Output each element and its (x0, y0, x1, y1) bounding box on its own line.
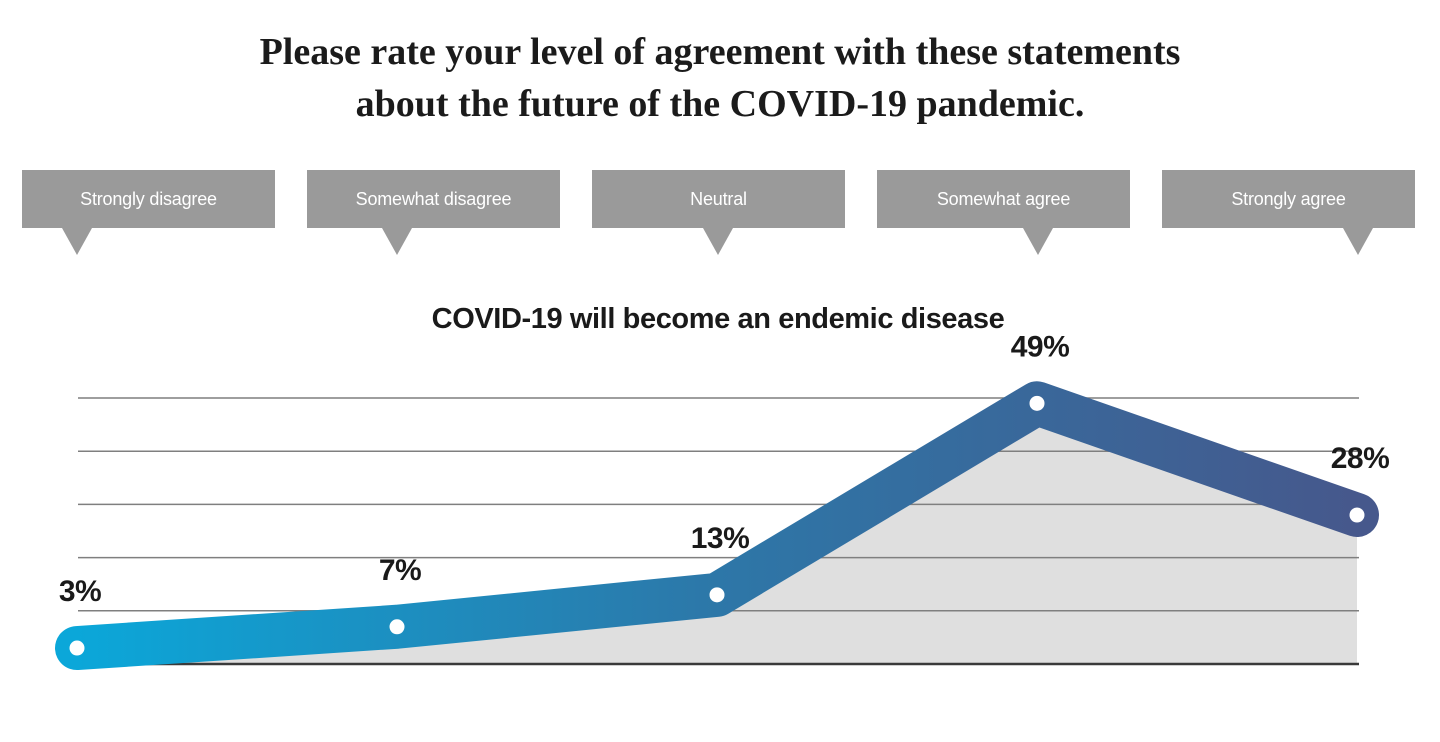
pointer-down-icon (703, 228, 733, 255)
scale-box-strongly-agree: Strongly agree (1162, 170, 1415, 255)
data-value-label: 49% (1011, 330, 1070, 363)
pointer-down-icon (1343, 228, 1373, 255)
data-point-marker (1349, 507, 1365, 523)
pointer-down-icon (62, 228, 92, 255)
data-value-label: 13% (691, 522, 750, 555)
scale-label: Somewhat agree (936, 189, 1071, 209)
scale-label: Neutral (690, 189, 747, 209)
scale-box-somewhat-agree: Somewhat agree (877, 170, 1130, 255)
scale-box-somewhat-disagree: Somewhat disagree (307, 170, 560, 255)
area-fill (77, 403, 1357, 664)
data-value-label: 28% (1331, 442, 1390, 475)
scale-label: Somewhat disagree (355, 189, 512, 209)
data-value-label: 3% (59, 575, 101, 608)
scale-label: Strongly disagree (80, 189, 217, 209)
data-point-marker (69, 640, 85, 656)
page-title-line1: Please rate your level of agreement with… (259, 31, 1181, 73)
page-title-line2: about the future of the COVID-19 pandemi… (355, 83, 1085, 125)
scale-label: Strongly agree (1231, 189, 1346, 209)
data-point-marker (389, 619, 405, 635)
page-title: Please rate your level of agreement with… (0, 26, 1440, 130)
data-point-marker (1029, 395, 1045, 411)
pointer-down-icon (1023, 228, 1053, 255)
data-value-label: 7% (379, 554, 421, 587)
pointer-down-icon (382, 228, 412, 255)
scale-box-neutral: Neutral (592, 170, 845, 255)
chart-title: COVID-19 will become an endemic disease (431, 303, 1005, 335)
data-point-marker (709, 587, 725, 603)
scale-box-strongly-disagree: Strongly disagree (22, 170, 275, 255)
